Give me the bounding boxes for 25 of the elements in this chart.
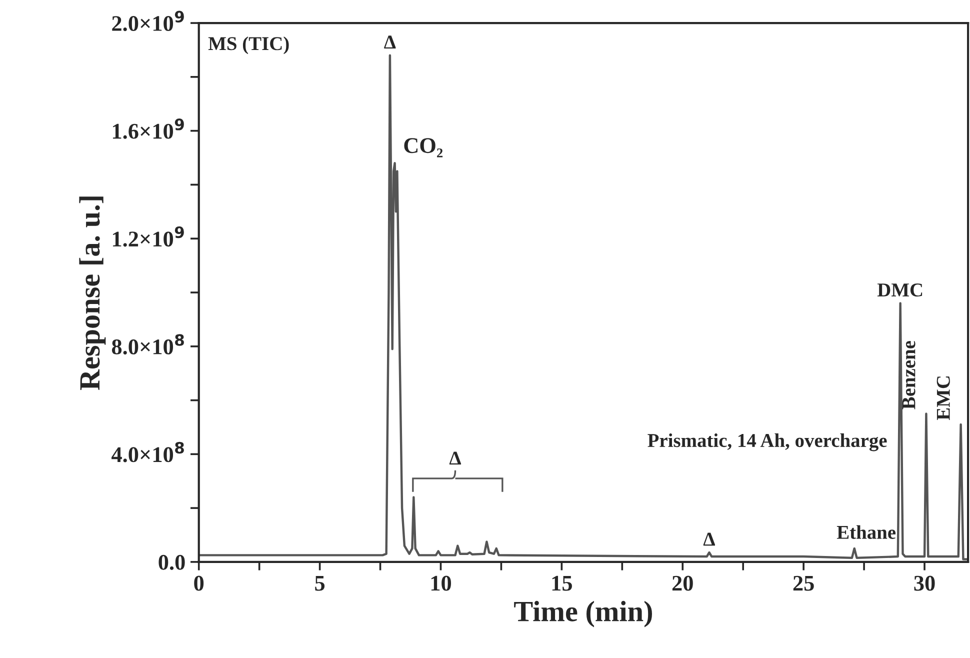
x-axis-title: Time (min) xyxy=(514,600,652,628)
annotation: DMC xyxy=(877,283,922,297)
annotation: Δ xyxy=(384,36,396,48)
y-tick-label: 0.0 xyxy=(158,554,185,570)
annotation: Prismatic, 14 Ah, overcharge xyxy=(648,433,887,452)
annotation: Δ xyxy=(449,452,462,465)
annotation: Ethane xyxy=(836,525,896,539)
x-tick-label: 0 xyxy=(194,576,204,591)
annotation: Benzene xyxy=(902,340,916,410)
y-tick-label: 2.0×10$^{9}$ xyxy=(112,10,184,32)
x-tick-label: 25 xyxy=(793,576,814,591)
annotation: Δ xyxy=(703,532,715,546)
annotation: EMC xyxy=(936,376,950,420)
y-tick-label: 4.0×10$^{8}$ xyxy=(112,442,184,462)
y-tick-label: 8.0×10$^{8}$ xyxy=(112,334,184,354)
y-tick-label: 1.2×10$^{9}$ xyxy=(112,226,184,247)
x-tick-label: 20 xyxy=(672,576,693,591)
y-tick-label: 1.6×10$^{9}$ xyxy=(112,118,184,139)
annotation: MS (TIC) xyxy=(208,36,289,54)
annotation: CO₂ xyxy=(404,138,443,158)
y-axis-title: Response [a. u.] xyxy=(79,196,106,390)
x-tick-label: 15 xyxy=(552,576,572,591)
x-tick-label: 30 xyxy=(914,576,935,591)
x-tick-label: 5 xyxy=(315,576,325,591)
x-tick-label: 10 xyxy=(431,576,452,591)
